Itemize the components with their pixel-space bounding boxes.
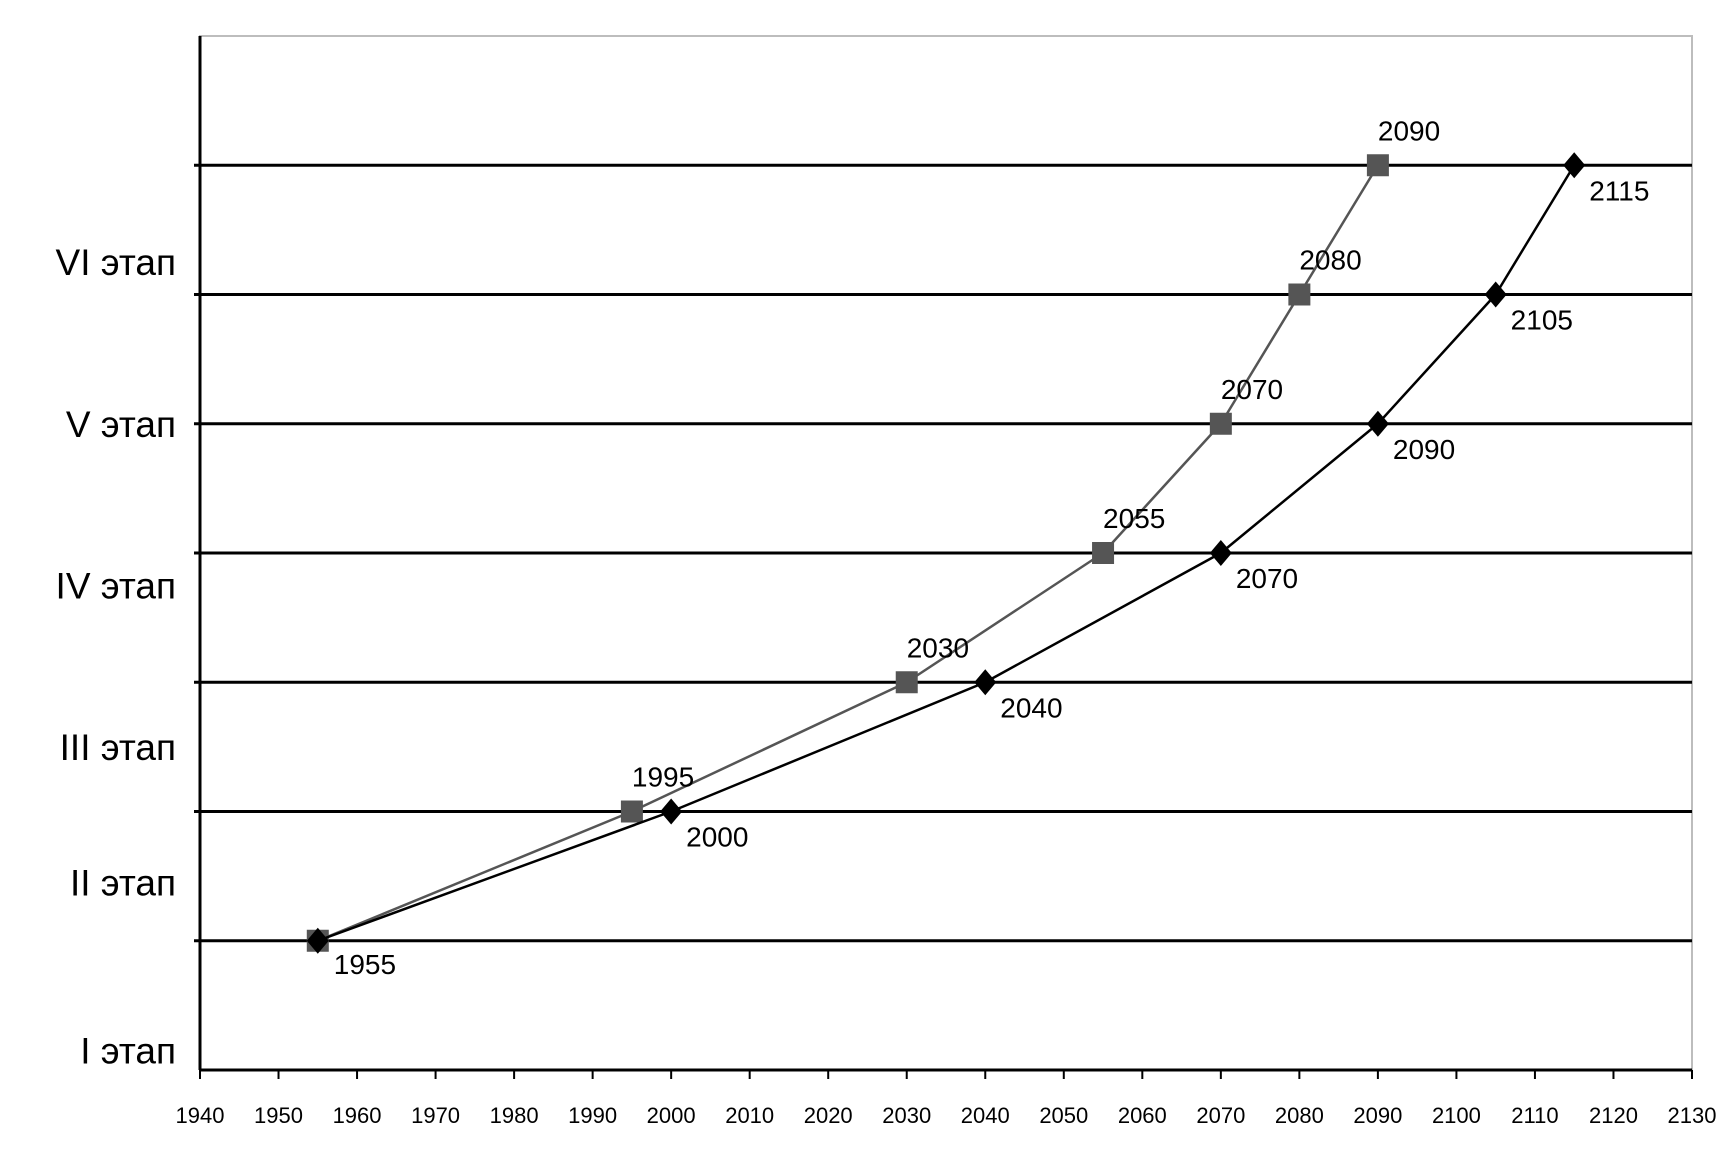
x-tick-label-2100: 2100 xyxy=(1432,1103,1481,1128)
data-label-s2-2105: 2105 xyxy=(1511,305,1573,336)
data-label-s1-1955: 1955 xyxy=(334,949,396,980)
data-label-s1-2055: 2055 xyxy=(1103,503,1165,534)
y-label-5: V этап xyxy=(66,404,176,445)
x-tick-label-1990: 1990 xyxy=(568,1103,617,1128)
data-label-s1-2090: 2090 xyxy=(1378,115,1440,146)
data-label-s1-2070: 2070 xyxy=(1221,374,1283,405)
series-2-point-2090 xyxy=(1366,410,1389,437)
y-label-1: I этап xyxy=(80,1031,176,1072)
x-tick-label-1950: 1950 xyxy=(254,1103,303,1128)
series-1-point-1995 xyxy=(620,800,643,823)
data-label-s2-2090: 2090 xyxy=(1393,434,1455,465)
series-2-point-2115 xyxy=(1563,152,1586,179)
x-tick-label-2050: 2050 xyxy=(1039,1103,1088,1128)
x-tick-label-2090: 2090 xyxy=(1353,1103,1402,1128)
series-1-point-2030 xyxy=(895,671,918,694)
data-label-s1-2030: 2030 xyxy=(907,632,969,663)
data-label-s1-2080: 2080 xyxy=(1299,245,1361,276)
y-label-3: III этап xyxy=(60,727,176,768)
series-1-point-2055 xyxy=(1092,542,1115,564)
x-tick-label-2070: 2070 xyxy=(1196,1103,1245,1128)
x-tick-label-2020: 2020 xyxy=(804,1103,853,1128)
y-label-6: VI этап xyxy=(56,242,176,283)
series-2-point-2070 xyxy=(1209,540,1232,566)
series-2-point-1955 xyxy=(306,927,329,954)
x-tick-label-2010: 2010 xyxy=(725,1103,774,1128)
x-tick-label-2030: 2030 xyxy=(882,1103,931,1128)
data-label-s2-2040: 2040 xyxy=(1000,692,1062,723)
data-label-s2-2115: 2115 xyxy=(1589,175,1649,206)
y-label-2: II этап xyxy=(70,863,176,904)
x-tick-label-2130: 2130 xyxy=(1668,1103,1717,1128)
series-1-point-2090 xyxy=(1366,154,1389,177)
x-tick-label-2040: 2040 xyxy=(961,1103,1010,1128)
data-label-s2-2000: 2000 xyxy=(686,822,748,853)
x-tick-label-2110: 2110 xyxy=(1511,1103,1558,1128)
y-label-4: IV этап xyxy=(56,565,176,606)
x-tick-label-1970: 1970 xyxy=(411,1103,460,1128)
x-tick-label-2060: 2060 xyxy=(1118,1103,1167,1128)
series-2-point-2040 xyxy=(974,669,997,696)
x-tick-label-1980: 1980 xyxy=(490,1103,539,1128)
data-label-s1-1995: 1995 xyxy=(632,762,694,793)
series-1-point-2070 xyxy=(1209,412,1232,435)
series-1-point-2080 xyxy=(1288,283,1311,306)
x-tick-label-1940: 1940 xyxy=(176,1103,225,1128)
data-label-s2-2070: 2070 xyxy=(1236,563,1298,594)
x-tick-label-2000: 2000 xyxy=(647,1103,696,1128)
x-tick-label-2120: 2120 xyxy=(1589,1103,1638,1128)
series-2-point-2000 xyxy=(660,798,683,825)
series-2-point-2105 xyxy=(1484,281,1507,308)
x-tick-label-1960: 1960 xyxy=(333,1103,382,1128)
x-tick-label-2080: 2080 xyxy=(1275,1103,1324,1128)
